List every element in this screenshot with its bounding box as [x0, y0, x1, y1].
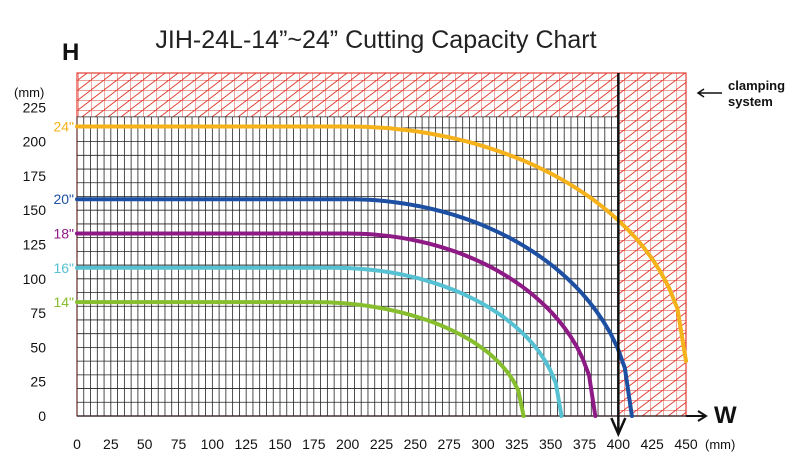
y-tick-label: 75 — [30, 305, 46, 321]
clamping-label-line2: system — [728, 94, 773, 109]
y-axis-unit: (mm) — [14, 85, 44, 100]
series-label: 14" — [53, 294, 74, 310]
x-tick-label: 225 — [370, 436, 394, 452]
series-lines — [75, 124, 688, 418]
series-line — [75, 197, 634, 418]
x-tick-label: 125 — [234, 436, 258, 452]
x-axis-label: W — [714, 402, 737, 429]
y-axis-ticks: 0 25 50 75 100 125 150 175 200 225 — [23, 99, 47, 424]
x-tick-label: 350 — [539, 436, 563, 452]
max-width-arrow — [610, 417, 627, 438]
y-tick-label: 0 — [38, 408, 46, 424]
x-tick-label: 325 — [505, 436, 529, 452]
x-tick-label: 450 — [674, 436, 698, 452]
x-axis-ticks: 0 25 50 75 100 125 150 175 200 225 250 275 300 325 350… — [73, 436, 698, 452]
x-tick-label: 250 — [404, 436, 428, 452]
y-tick-label: 225 — [23, 99, 47, 115]
x-tick-label: 150 — [268, 436, 292, 452]
series-label: 24" — [53, 119, 74, 135]
x-tick-label: 25 — [103, 436, 119, 452]
y-tick-label: 25 — [30, 374, 46, 390]
series-label: 16" — [53, 260, 74, 276]
x-tick-label: 75 — [171, 436, 187, 452]
clamping-system-zone — [76, 72, 687, 417]
series-line — [75, 231, 598, 418]
x-tick-label: 300 — [471, 436, 495, 452]
y-tick-label: 125 — [23, 237, 47, 253]
x-axis-arrow — [686, 410, 708, 422]
x-axis-unit: (mm) — [705, 437, 735, 452]
x-tick-label: 425 — [640, 436, 664, 452]
x-tick-label: 50 — [137, 436, 153, 452]
x-tick-label: 0 — [73, 436, 81, 452]
x-tick-label: 275 — [437, 436, 461, 452]
y-tick-label: 200 — [23, 134, 47, 150]
series-line — [75, 300, 526, 418]
series-labels: 24" 20" 18" 16" 14" — [53, 119, 74, 311]
clamping-arrow — [696, 88, 722, 98]
y-tick-label: 150 — [23, 202, 47, 218]
x-tick-label: 175 — [302, 436, 326, 452]
series-line — [75, 124, 688, 364]
clamping-label-line1: clamping — [728, 78, 785, 93]
clamping-zone-right — [618, 116, 686, 417]
y-axis-label: H — [62, 39, 79, 66]
series-label: 20" — [53, 191, 74, 207]
x-tick-label: 100 — [201, 436, 225, 452]
chart-title: JIH-24L-14”~24” Cutting Capacity Chart — [155, 26, 596, 54]
series-label: 18" — [53, 226, 74, 242]
series-line — [75, 265, 564, 418]
y-tick-label: 50 — [30, 339, 46, 355]
y-tick-label: 100 — [23, 271, 47, 287]
clamping-zone-top — [77, 73, 686, 117]
x-tick-label: 375 — [573, 436, 597, 452]
x-tick-label: 200 — [336, 436, 360, 452]
x-tick-label: 400 — [607, 436, 631, 452]
y-tick-label: 175 — [23, 168, 47, 184]
